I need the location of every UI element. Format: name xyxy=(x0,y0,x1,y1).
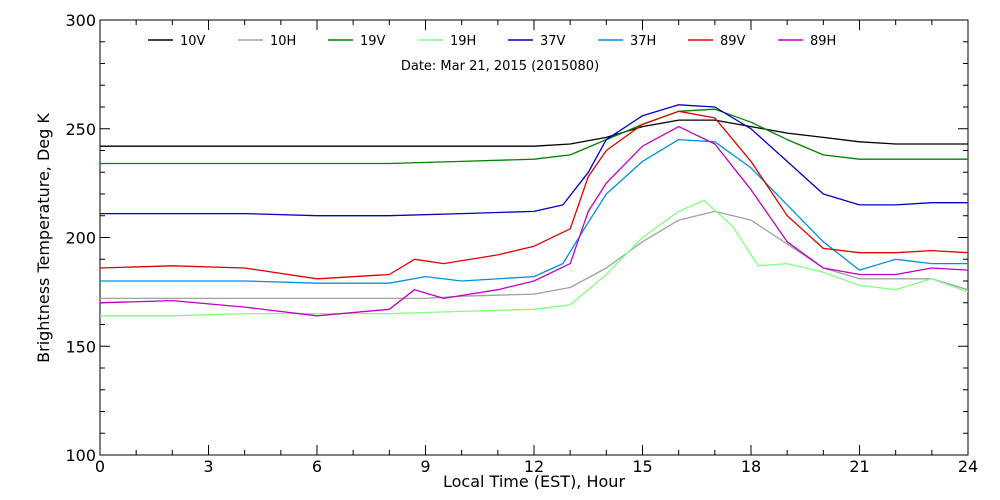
x-axis-title: Local Time (EST), Hour xyxy=(443,472,625,491)
y-tick-label: 250 xyxy=(65,120,96,139)
legend-label-37v: 37V xyxy=(540,34,566,49)
legend-label-10v: 10V xyxy=(180,34,206,49)
legend-label-19v: 19V xyxy=(360,34,386,49)
x-tick-label: 21 xyxy=(849,457,869,476)
x-tick-label: 18 xyxy=(741,457,761,476)
plot-frame xyxy=(99,19,969,456)
y-tick-label: 150 xyxy=(65,337,96,356)
chart-subtitle: Date: Mar 21, 2015 (2015080) xyxy=(401,59,599,74)
y-tick-label: 200 xyxy=(65,229,96,248)
y-tick-label: 100 xyxy=(65,446,96,465)
legend-label-19h: 19H xyxy=(450,34,476,49)
legend: 10V 10H 19V 19H 37V 37H 89V 89H xyxy=(148,34,836,49)
series-line-37v xyxy=(100,104,968,217)
legend-label-10h: 10H xyxy=(270,34,296,49)
axis-ticks: 0 3 6 9 12 15 18 21 24 100 150 200 250 300 xyxy=(65,11,978,476)
series-lines xyxy=(99,104,969,317)
x-tick-label: 24 xyxy=(958,457,978,476)
legend-label-89v: 89V xyxy=(720,34,746,49)
x-tick-label: 12 xyxy=(524,457,544,476)
series-line-89v xyxy=(99,110,969,280)
y-tick-label: 300 xyxy=(65,11,96,30)
x-tick-label: 6 xyxy=(312,457,322,476)
series-line-19v xyxy=(100,108,968,165)
legend-label-89h: 89H xyxy=(810,34,836,49)
x-tick-label: 15 xyxy=(632,457,652,476)
legend-label-37h: 37H xyxy=(630,34,656,49)
series-line-10v xyxy=(100,119,968,147)
series-line-19h xyxy=(100,199,969,317)
series-line-37h xyxy=(100,138,968,284)
series-line-10h xyxy=(100,210,969,300)
x-tick-label: 3 xyxy=(203,457,213,476)
x-tick-label: 9 xyxy=(420,457,430,476)
series-line-89h xyxy=(99,125,969,317)
x-tick-label: 0 xyxy=(95,457,105,476)
y-axis-title: Brightness Temperature, Deg K xyxy=(34,113,53,363)
